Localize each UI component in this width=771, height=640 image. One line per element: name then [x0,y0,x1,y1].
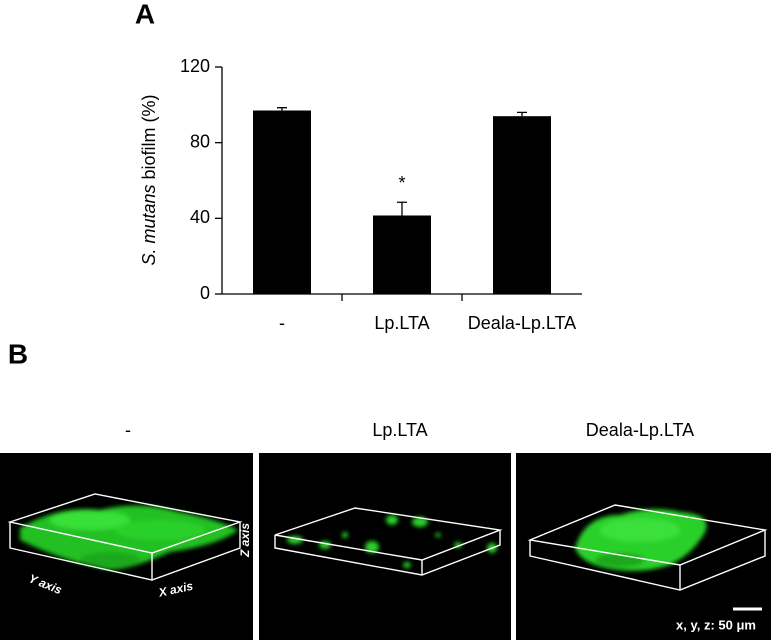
image-label: Deala-Lp.LTA [586,420,694,440]
panel-label: A [135,0,155,29]
wireframe [527,504,768,591]
error-bar [277,107,287,111]
y-axis-title-rest: biofilm (%) [139,94,159,179]
y-tick-label: 120 [180,56,210,76]
x-tick-label: - [279,313,285,333]
y-tick-label: 80 [190,131,210,151]
wireframe [7,493,243,581]
bar-chart: 0 40 80 120 - Lp.LTA Deala-Lp.LTA * [180,56,582,333]
error-bar [517,111,527,117]
scale-bar-label: x, y, z: 50 μm [676,617,756,632]
annotation: * [398,173,405,193]
error-bar [397,201,407,216]
image-panel [259,453,511,640]
bar [493,116,551,294]
panel-label: B [8,338,28,369]
x-tick-label: Lp.LTA [374,313,429,333]
y-tick-label: 40 [190,207,210,227]
image-label: Lp.LTA [372,420,427,440]
bar [373,215,431,294]
axis-label: Z axis [238,523,252,558]
x-tick-label: Deala-Lp.LTA [468,313,576,333]
image-label: - [125,420,131,440]
biofilm [575,509,707,571]
wireframe [274,507,503,576]
bar [253,110,311,294]
y-axis-title: S. mutans biofilm (%) [139,94,159,265]
y-tick-label: 0 [200,283,210,303]
y-axis-title-italic: S. mutans [139,184,159,265]
biofilm [20,505,238,570]
